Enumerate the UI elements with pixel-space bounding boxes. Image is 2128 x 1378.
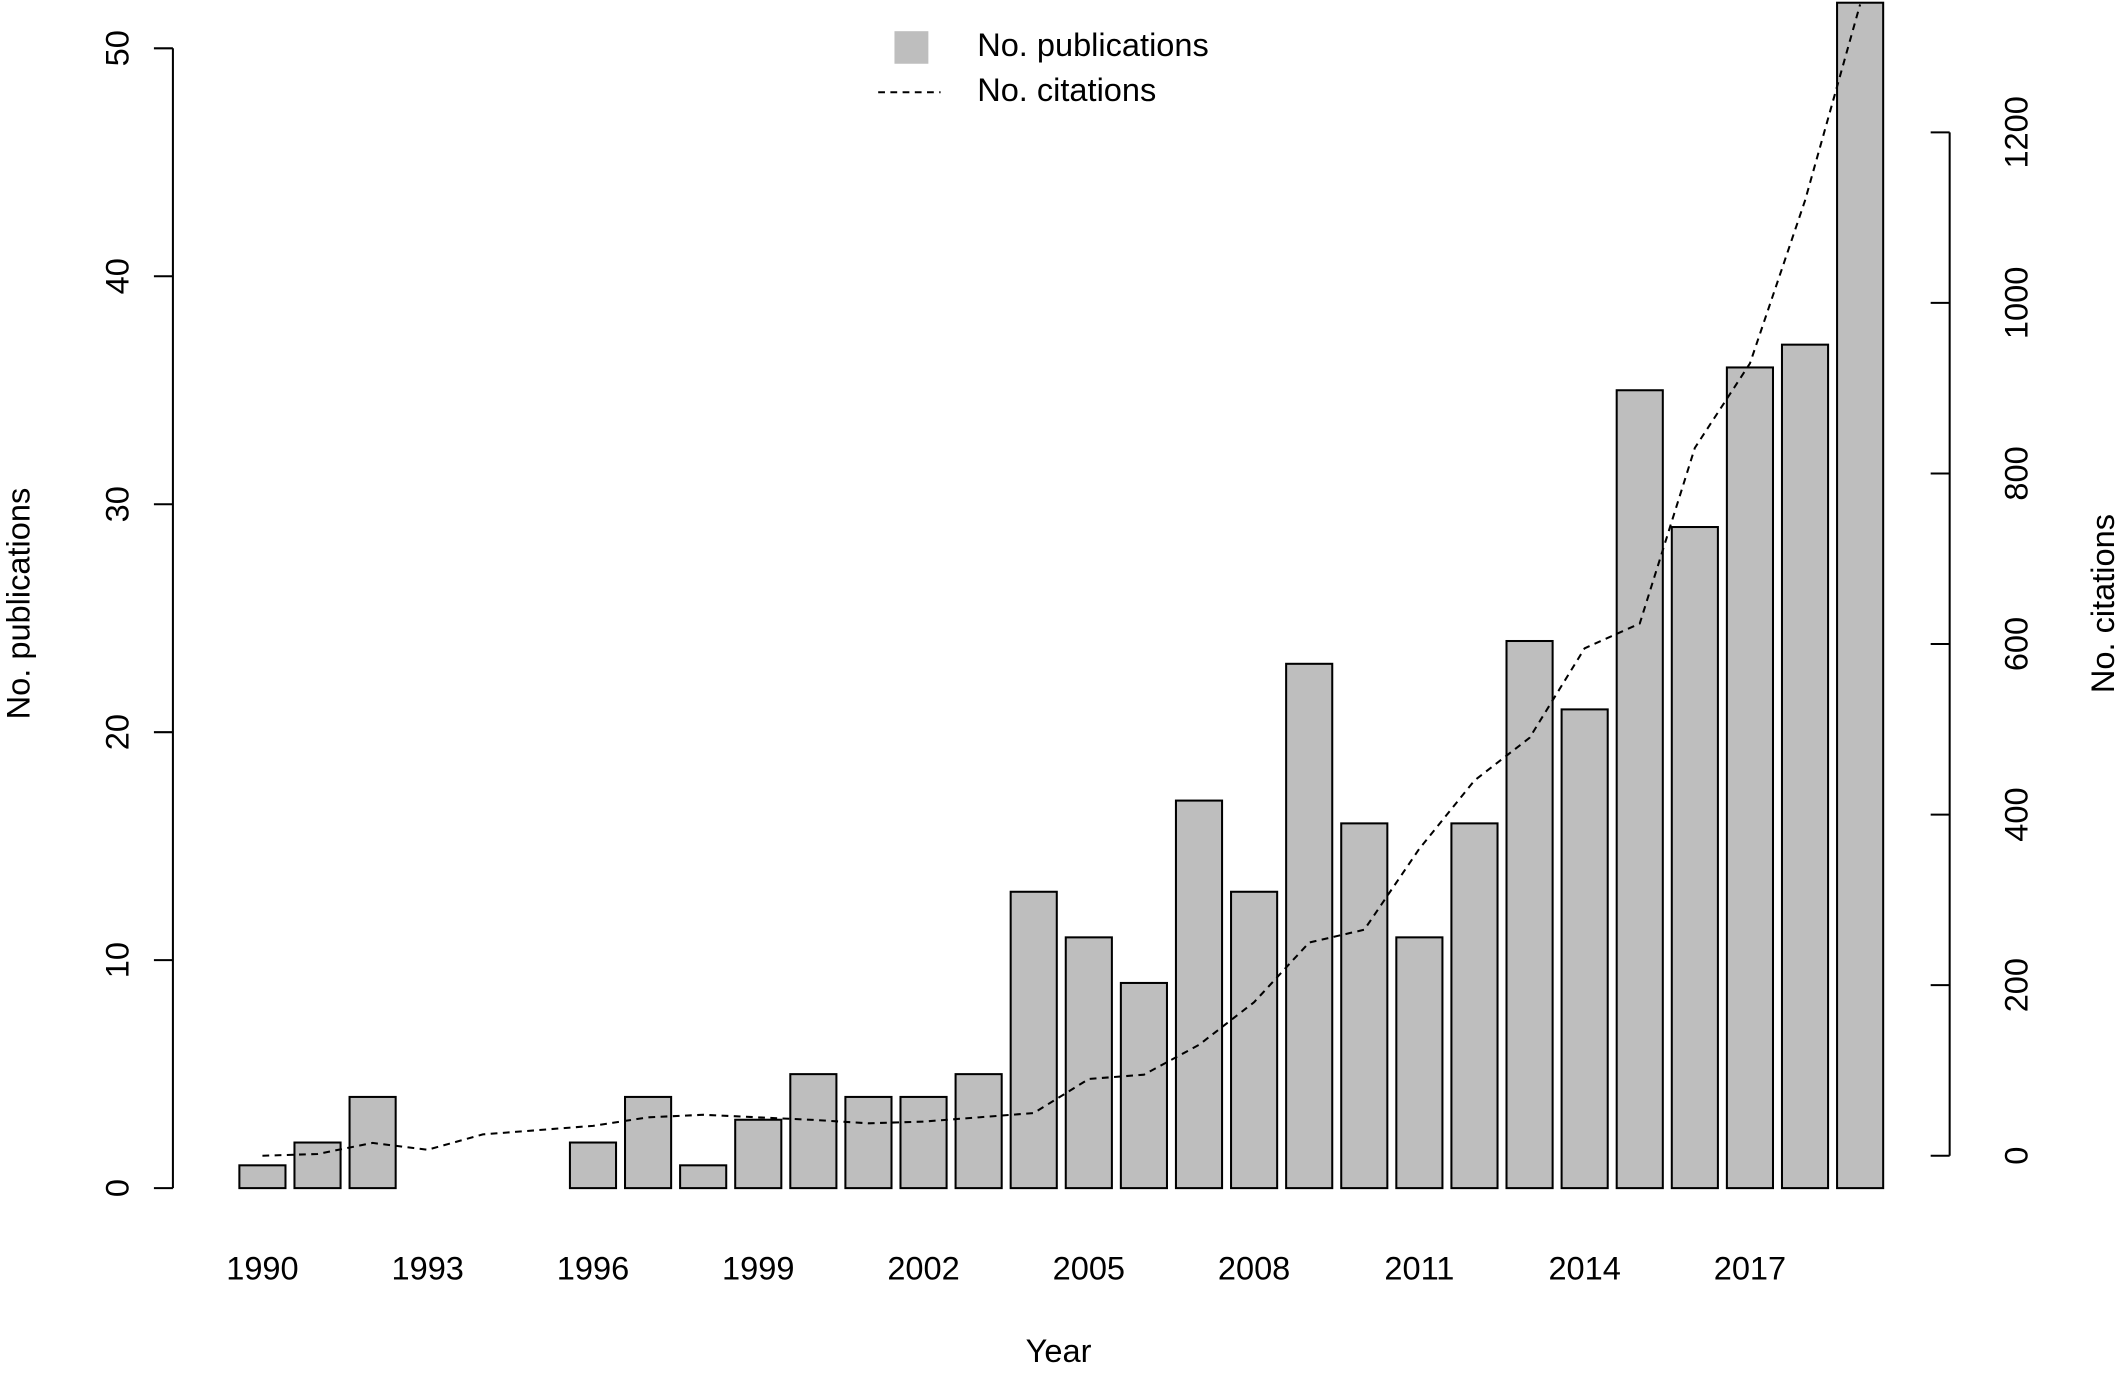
bar: [1670, 526, 1719, 1190]
x-tick-label: 2008: [1218, 1250, 1290, 1286]
bar: [624, 1095, 673, 1190]
x-tick-label: 2014: [1548, 1250, 1620, 1286]
bar: [1230, 890, 1279, 1190]
x-tick-label: 2002: [887, 1250, 959, 1286]
legend-label: No. publications: [977, 27, 1209, 63]
bar: [1340, 822, 1389, 1190]
bar: [238, 1164, 287, 1190]
y2-tick-label: 400: [1998, 787, 2034, 841]
bar: [899, 1095, 948, 1190]
bar: [293, 1141, 342, 1190]
bar: [789, 1073, 838, 1190]
x-tick-label: 1996: [557, 1250, 629, 1286]
y-tick-label: 20: [100, 714, 136, 750]
citation-line: [262, 4, 1862, 1157]
y2-tick-label: 600: [1998, 617, 2034, 671]
x-tick-label: 2017: [1714, 1250, 1786, 1286]
x-tick-label: 1993: [392, 1250, 464, 1286]
x-axis-label: Year: [1026, 1333, 1092, 1369]
y-tick-label: 0: [100, 1179, 136, 1197]
bar: [734, 1118, 783, 1190]
bar: [679, 1164, 728, 1190]
legend-swatch: [894, 31, 929, 64]
bar: [1009, 890, 1058, 1190]
y-tick-label: 10: [100, 942, 136, 978]
bar: [954, 1073, 1003, 1190]
bar: [1780, 343, 1830, 1190]
bar: [1615, 389, 1664, 1190]
y2-axis-label: No. citations: [2085, 514, 2121, 693]
x-tick-label: 1990: [226, 1250, 298, 1286]
bar: [1174, 799, 1224, 1190]
y-tick-label: 30: [100, 486, 136, 522]
bar: [1450, 822, 1499, 1190]
legend-label: No. citations: [977, 72, 1156, 108]
bar: [844, 1095, 893, 1190]
y2-tick-label: 800: [1998, 446, 2034, 500]
bar: [568, 1141, 618, 1190]
bar: [1836, 1, 1885, 1190]
bar: [1725, 366, 1775, 1190]
bar: [1119, 981, 1168, 1190]
y2-tick-label: 200: [1998, 958, 2034, 1012]
x-tick-label: 2011: [1384, 1250, 1454, 1286]
bar: [1395, 936, 1444, 1190]
bar: [1285, 662, 1334, 1190]
y2-tick-label: 1200: [1998, 96, 2034, 168]
y2-tick-label: 1000: [1998, 267, 2034, 339]
bar: [1560, 708, 1609, 1190]
y-tick-label: 40: [100, 258, 136, 294]
y2-tick-label: 0: [1998, 1147, 2034, 1165]
bar: [1505, 639, 1554, 1190]
x-tick-label: 2005: [1053, 1250, 1125, 1286]
y-axis-label: No. publications: [1, 488, 37, 720]
x-tick-label: 1999: [722, 1250, 794, 1286]
y-tick-label: 50: [100, 30, 136, 66]
bar: [1064, 936, 1113, 1190]
